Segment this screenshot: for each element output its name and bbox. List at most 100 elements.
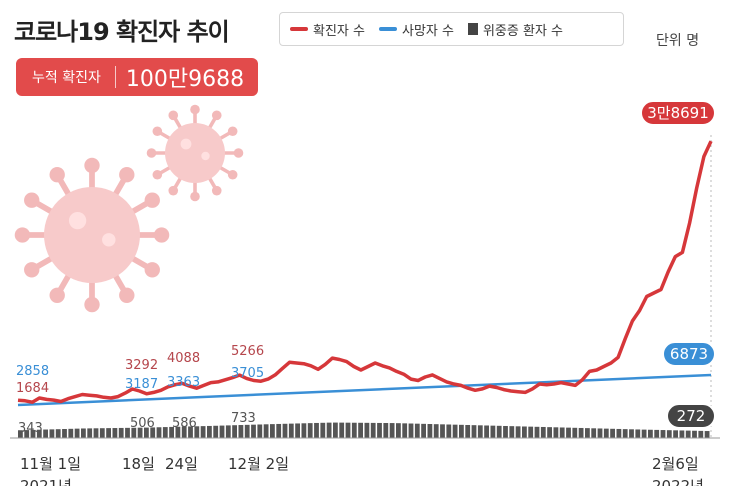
deaths-value-label: 2858 [16,364,49,379]
severe-bar [389,423,395,438]
severe-bar [282,423,288,438]
virus-body [165,123,225,183]
x-tick-label: 18일 [122,455,155,473]
severe-value-label: 586 [172,416,197,431]
virus-spike-tip [152,126,163,137]
severe-bar [377,422,382,438]
severe-bar [150,427,156,438]
severe-bar [288,423,294,438]
severe-bar [402,423,408,438]
severe-end-pill-text: 272 [677,407,706,425]
severe-bar [490,425,496,438]
virus-spike-tip [190,104,200,115]
severe-bar [370,422,376,438]
legend-swatch-confirmed [290,27,308,31]
severe-bar [635,429,641,438]
deaths-line [17,373,712,407]
legend-label-severe: 위중증 환자 수 [482,23,563,39]
severe-bar [673,430,678,438]
severe-bar [679,430,685,438]
severe-bar [692,430,697,438]
x-year-label: 2021년 [20,477,72,486]
legend-item-confirmed: 확진자 수 [290,20,365,39]
severe-bar [629,429,634,438]
virus-spike-tip [144,192,160,208]
confirmed-value-label: 5266 [231,344,264,359]
severe-bar [704,431,710,438]
severe-bar [685,430,691,438]
severe-bar [81,428,86,438]
severe-bar [24,430,30,438]
deaths-value-label: 3363 [167,375,200,390]
virus-icon [146,104,244,202]
cumulative-label: 누적 확진자 [32,70,101,86]
severe-bar [414,423,420,438]
severe-bar [333,422,338,438]
confirmed-value-label: 4088 [167,351,200,366]
severe-bar [433,424,439,438]
severe-bar [118,427,124,438]
severe-bar [660,430,666,438]
virus-spike-tip [168,185,179,196]
severe-bar [30,429,36,438]
severe-bar [18,430,23,438]
severe-bar [295,423,300,438]
severe-bar [207,425,212,438]
severe-bar [446,424,452,438]
severe-bar [459,424,464,438]
severe-end-pill [666,403,716,429]
severe-bar [93,428,99,438]
severe-bar [610,428,615,438]
severe-bar [641,429,647,438]
severe-bar [62,429,67,438]
deaths-end-pill [662,341,716,367]
severe-bar [232,425,237,438]
severe-bar [112,428,118,438]
severe-bar [351,422,357,438]
virus-spike-tip [233,148,244,158]
severe-bar [156,427,162,438]
severe-bar [597,428,603,438]
severe-bar [106,428,111,438]
deaths-value-label: 3187 [125,377,158,392]
severe-bar [477,425,483,438]
severe-bar [648,429,653,438]
severe-bar [496,425,502,438]
severe-bar [345,422,351,438]
severe-bar [585,428,590,438]
severe-bar [251,424,256,438]
cumulative-value: 100만9688 [125,67,245,92]
x-tick-label: 12월 2일 [228,455,289,473]
severe-bar [427,424,433,438]
severe-bar [547,427,552,438]
severe-value-label: 733 [231,411,256,426]
severe-bar [200,426,206,438]
virus-spike-tip [24,192,40,208]
virus-spot [201,151,210,161]
severe-bar [181,426,187,438]
legend-item-severe: 위중증 환자 수 [467,20,563,39]
cumulative-badge: 누적 확진자 100만9688 [16,58,258,96]
severe-bar [162,427,168,438]
severe-bar [225,425,231,438]
severe-bar [364,422,370,438]
virus-spike-tip [119,167,135,183]
legend-swatch-severe [467,23,478,35]
severe-bar [452,424,458,438]
severe-bar [471,425,477,438]
severe-bar [270,424,275,438]
severe-bar [534,426,540,438]
severe-bar [622,429,628,438]
x-tick-label: 2월6일 [652,455,699,473]
severe-bar [263,424,269,438]
virus-spike-tip [14,227,31,243]
severe-bar [49,429,55,438]
severe-bar [421,423,426,438]
virus-spike-tip [211,110,222,121]
severe-bar [408,423,414,438]
virus-spot [68,211,87,230]
virus-spike-tip [190,191,200,202]
severe-bar [99,428,105,438]
severe-bar [654,429,660,438]
severe-bar [244,424,250,438]
